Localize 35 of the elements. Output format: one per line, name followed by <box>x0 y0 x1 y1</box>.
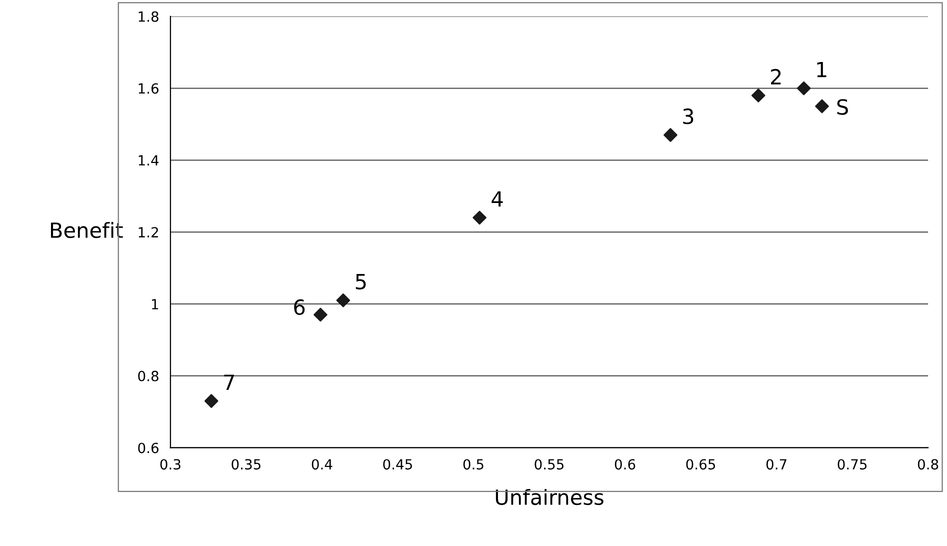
annotation: S <box>837 99 848 115</box>
x-tick-label: 0.8 <box>918 459 938 470</box>
point <box>336 293 350 308</box>
point <box>314 308 328 322</box>
x-tick-label: 0.65 <box>686 459 716 470</box>
x-tick-label: 0.75 <box>838 459 867 470</box>
x-tick-label: 0.5 <box>463 459 484 470</box>
x-tick-label: 0.45 <box>383 459 412 470</box>
y-tick-label: 1.8 <box>138 11 158 22</box>
x-tick-label: 0.7 <box>766 459 786 470</box>
y-tick-label: 0.8 <box>138 370 158 382</box>
annotation: 1 <box>817 62 826 78</box>
x-tick-label: 0.3 <box>160 459 180 470</box>
annotation: 5 <box>356 274 366 290</box>
y-axis-title: Benefit <box>50 222 123 238</box>
point <box>751 88 766 102</box>
y-tick-label: 1 <box>152 299 158 310</box>
annotation: 7 <box>224 374 234 390</box>
point <box>472 210 486 225</box>
y-tick-label: 1.2 <box>138 227 158 238</box>
point <box>204 394 218 408</box>
y-tick-label: 1.4 <box>138 155 159 166</box>
y-tick-label: 0.6 <box>138 442 158 454</box>
annotation: 2 <box>770 68 781 84</box>
x-axis-title: Unfairness <box>496 488 604 506</box>
x-tick-label: 0.6 <box>614 459 636 470</box>
y-tick-label: 1.6 <box>138 83 158 94</box>
annotation: 3 <box>683 108 694 124</box>
point <box>796 81 811 96</box>
annotation: 4 <box>492 191 503 207</box>
point <box>664 128 678 142</box>
point <box>815 99 829 114</box>
x-tick-label: 0.35 <box>232 459 260 470</box>
x-tick-label: 0.55 <box>534 459 564 470</box>
x-tick-label: 0.4 <box>312 459 332 470</box>
